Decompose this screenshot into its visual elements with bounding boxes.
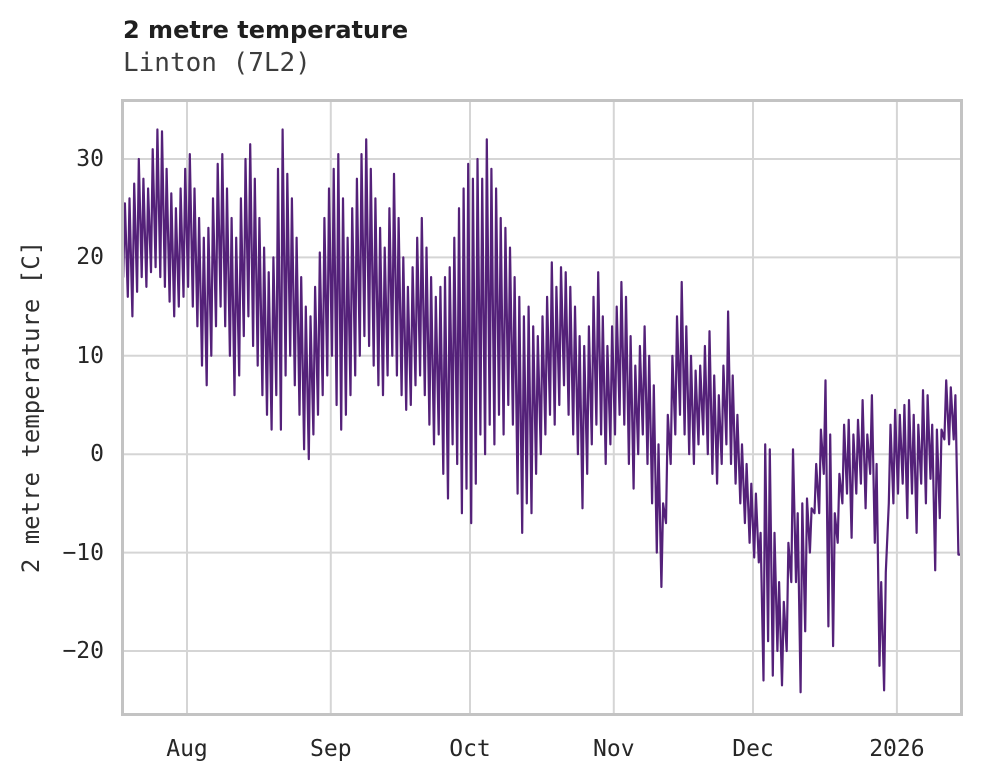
x-tick-label: Sep — [310, 736, 352, 762]
x-tick-label: Nov — [593, 736, 635, 762]
plot-area — [121, 99, 963, 716]
x-tick-label: Dec — [732, 736, 774, 762]
y-tick-label: 10 — [76, 342, 104, 369]
y-tick-label: 30 — [76, 146, 104, 172]
chart-subtitle: Linton (7L2) — [123, 48, 311, 78]
y-tick-label: −20 — [62, 638, 104, 664]
x-tick-label: 2026 — [869, 736, 925, 762]
x-tick-label: Oct — [449, 736, 491, 762]
y-tick-label: 0 — [90, 441, 104, 468]
y-tick-label: 20 — [76, 244, 104, 271]
chart-title: 2 metre temperature — [123, 16, 409, 44]
x-tick-label: Aug — [166, 736, 208, 762]
y-tick-label: −10 — [62, 539, 104, 566]
y-axis-label: 2 metre temperature [C] — [17, 240, 45, 574]
temperature-line-chart — [121, 99, 963, 716]
